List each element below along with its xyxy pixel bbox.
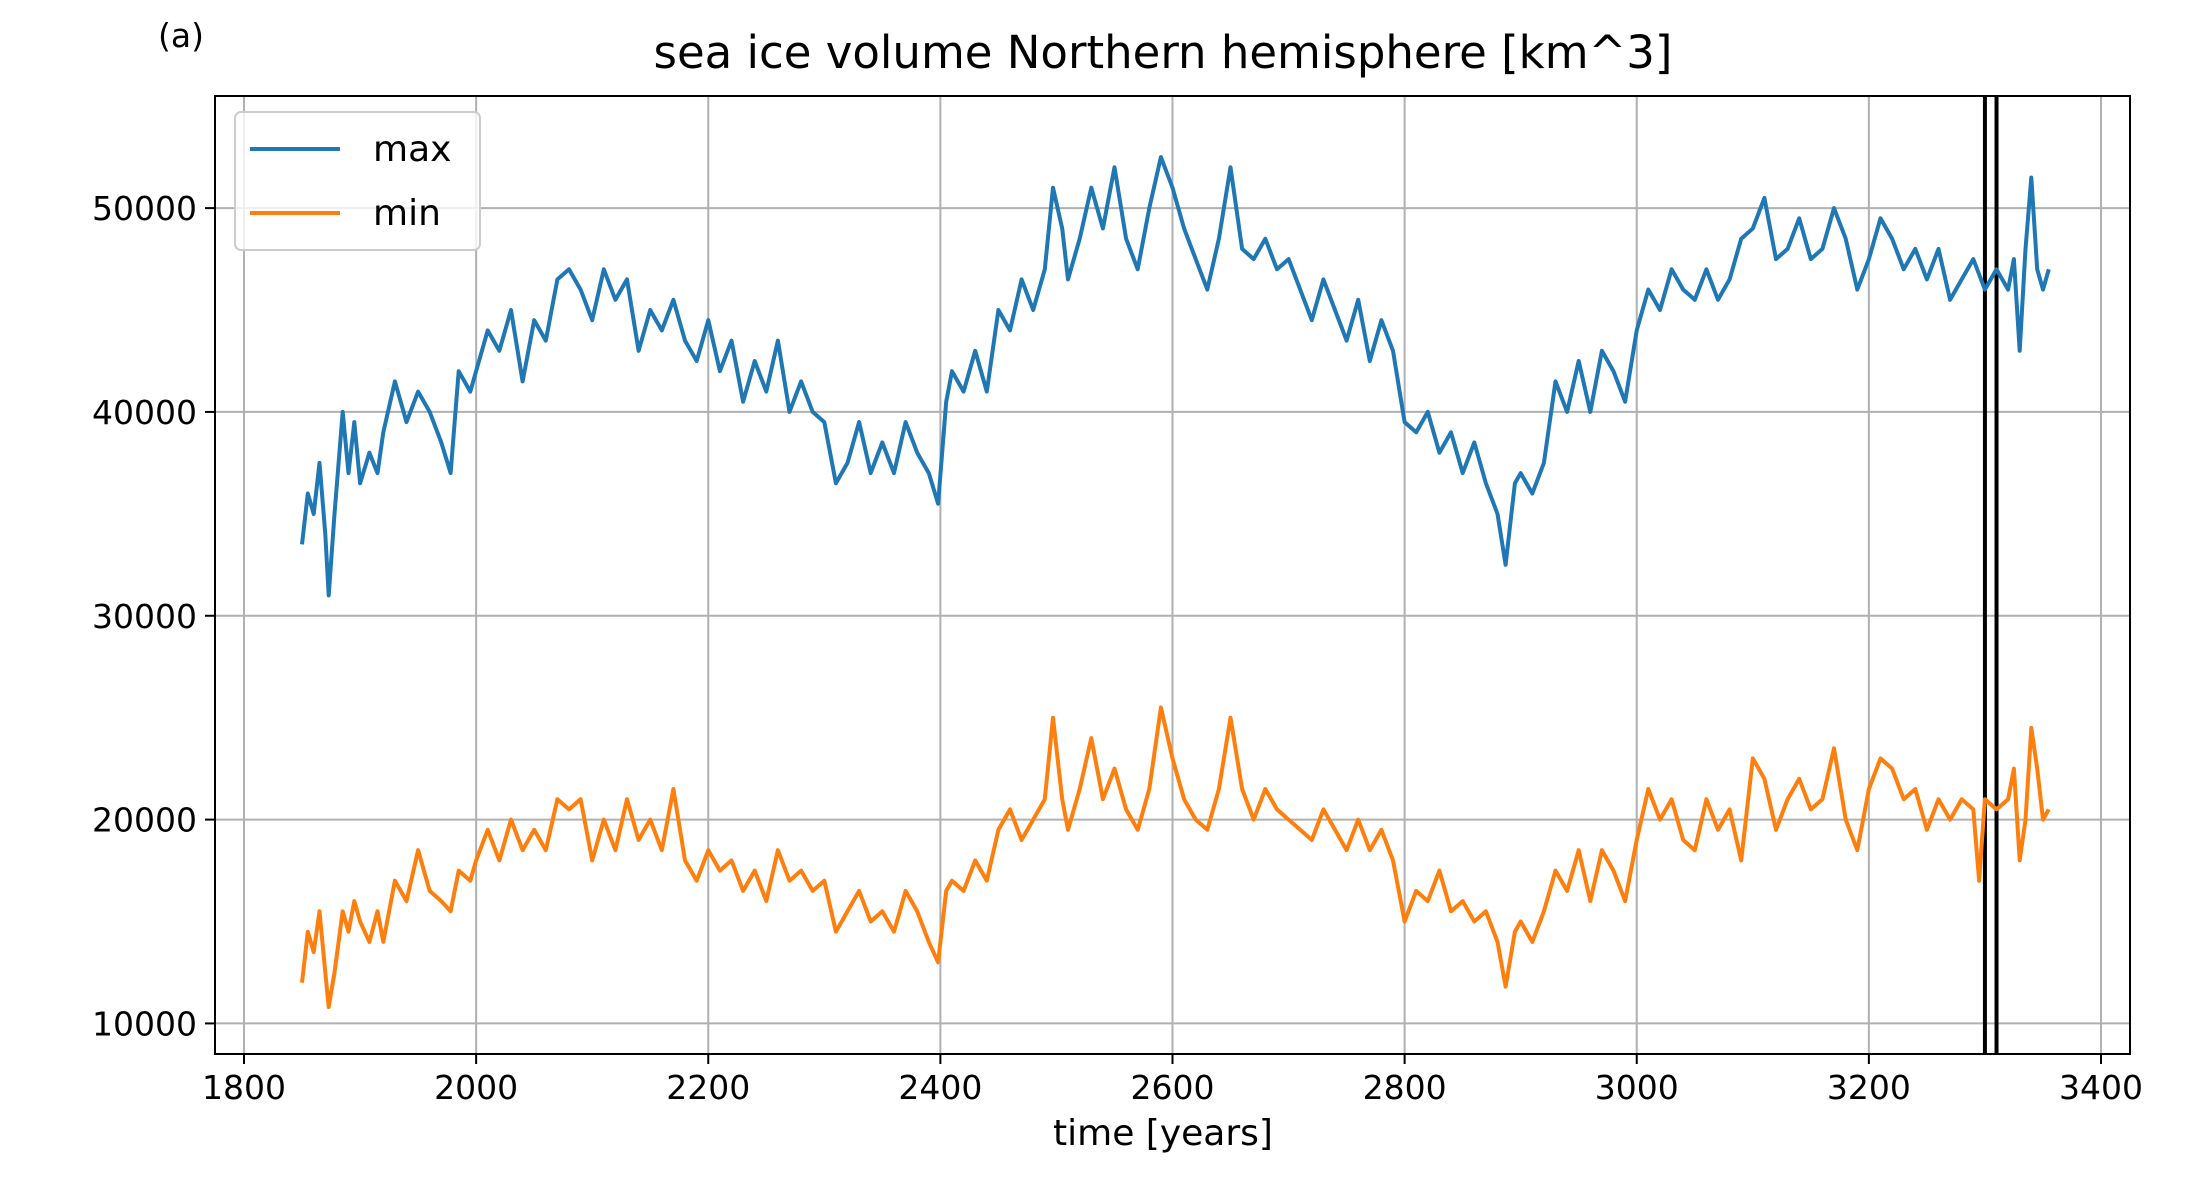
legend-box — [234, 111, 481, 251]
x-tick-label: 2400 — [898, 1068, 982, 1107]
x-tick-label: 2200 — [666, 1068, 750, 1107]
series-line-max — [300, 155, 2051, 598]
x-tick-label: 2800 — [1363, 1068, 1447, 1107]
series-lines — [300, 155, 2051, 1010]
y-tick-label: 10000 — [92, 1004, 197, 1043]
y-tick-label: 20000 — [92, 801, 197, 840]
x-tick-label: 3200 — [1827, 1068, 1911, 1107]
vertical-marker-lines — [1982, 96, 1999, 1054]
x-axis-label: time [years] — [1053, 1113, 1273, 1154]
legend-label-min: min — [373, 193, 441, 234]
x-tick-label: 1800 — [202, 1068, 286, 1107]
legend-label-max: max — [373, 129, 451, 170]
series-line-min — [300, 705, 2051, 1010]
x-tick-label: 3400 — [2059, 1068, 2143, 1107]
y-tick-label: 50000 — [92, 189, 197, 228]
y-tick-label: 40000 — [92, 393, 197, 432]
x-tick-label: 3000 — [1595, 1068, 1679, 1107]
x-axis-ticks: 1800 2000 2200 2400 2600 2800 3000 3200 3400 — [202, 1054, 2143, 1107]
panel-label: (a) — [158, 16, 204, 55]
chart-title: sea ice volume Northern hemisphere [km^3… — [654, 26, 1673, 79]
legend: max min — [234, 111, 481, 251]
y-axis-ticks: 10000 20000 30000 40000 50000 — [92, 189, 215, 1043]
x-tick-label: 2000 — [434, 1068, 518, 1107]
x-tick-label: 2600 — [1131, 1068, 1215, 1107]
y-tick-label: 30000 — [92, 597, 197, 636]
